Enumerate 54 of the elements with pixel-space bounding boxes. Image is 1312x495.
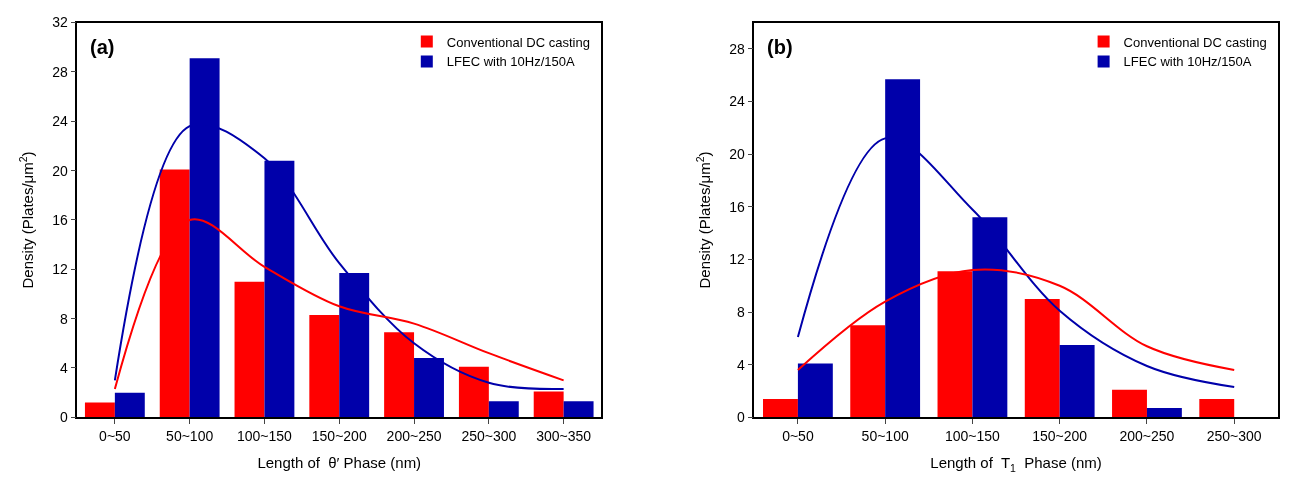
bar	[1059, 344, 1095, 418]
y-tick-label: 16	[729, 198, 745, 215]
y-tick-label: 12	[729, 251, 745, 268]
x-tick-label: 250~300	[1206, 427, 1262, 444]
y-tick-label: 28	[52, 63, 69, 80]
y-tick-label: 16	[52, 211, 69, 228]
x-tick-label: 100~150	[237, 427, 293, 444]
bar	[1146, 408, 1182, 418]
x-tick-label: 200~250	[386, 427, 442, 444]
annotation: (a)	[90, 36, 115, 58]
bar	[1112, 389, 1147, 418]
y-tick-label: 32	[52, 14, 69, 31]
x-tick-label: 50~100	[166, 427, 214, 444]
x-tick-label: 300~350	[536, 427, 592, 444]
y-tick-label: 4	[60, 359, 69, 376]
x-tick-label: 150~200	[311, 427, 367, 444]
bar	[309, 314, 340, 418]
y-tick-label: 4	[736, 356, 745, 373]
x-tick-label: 100~150	[944, 427, 1001, 444]
legend-label: LFEC with 10Hz/150A	[1123, 54, 1252, 70]
x-tick-label: 0~50	[99, 427, 131, 444]
bar	[384, 332, 415, 418]
bar	[488, 401, 519, 418]
y-tick-label: 8	[736, 303, 745, 320]
y-tick-label: 12	[52, 261, 69, 278]
bar	[114, 392, 145, 418]
bar	[763, 398, 798, 418]
x-axis-title: Length of T$_{1}$ Phase (nm)	[930, 454, 1102, 474]
bar	[84, 402, 115, 418]
y-tick-label: 24	[729, 93, 745, 110]
legend-label: LFEC with 10Hz/150A	[446, 54, 576, 70]
x-tick-label: 150~200	[1032, 427, 1088, 444]
x-tick-label: 250~300	[461, 427, 517, 444]
bar	[234, 281, 265, 418]
bar	[1199, 398, 1235, 418]
y-tick-label: 28	[729, 40, 745, 57]
y-tick-label: 0	[60, 409, 69, 426]
y-tick-label: 20	[729, 146, 745, 163]
annotation: (b)	[767, 36, 793, 58]
x-tick-label: 200~250	[1119, 427, 1175, 444]
bar	[533, 391, 564, 418]
y-tick-label: 24	[52, 113, 69, 130]
x-tick-label: 0~50	[782, 427, 814, 444]
y-tick-label: 8	[60, 310, 69, 327]
legend-label: Conventional DC casting	[1123, 34, 1267, 50]
legend-label: Conventional DC casting	[446, 34, 590, 50]
bar	[1024, 298, 1060, 418]
bar	[458, 366, 489, 418]
bar	[797, 363, 833, 418]
y-tick-label: 0	[736, 409, 745, 426]
x-axis-title: Length of θ′ Phase (nm)	[257, 454, 422, 472]
bar	[563, 401, 594, 418]
y-tick-label: 20	[52, 162, 69, 179]
x-tick-label: 50~100	[861, 427, 909, 444]
